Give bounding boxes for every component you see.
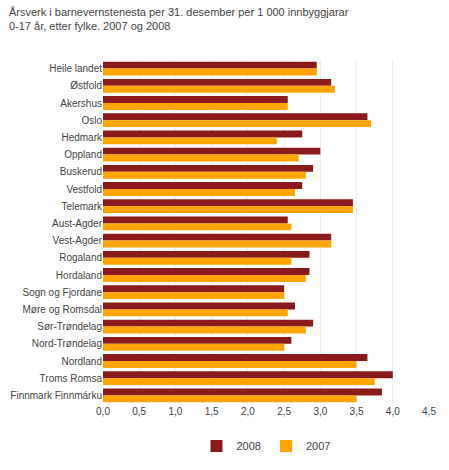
svg-text:2008: 2008 bbox=[237, 440, 261, 452]
svg-text:Sør-Trøndelag: Sør-Trøndelag bbox=[37, 321, 102, 332]
svg-text:Vest-Agder: Vest-Agder bbox=[53, 235, 103, 246]
svg-text:Oppland: Oppland bbox=[64, 149, 102, 160]
svg-text:Akershus: Akershus bbox=[60, 98, 102, 109]
svg-text:Østfold: Østfold bbox=[70, 80, 102, 91]
svg-text:Aust-Agder: Aust-Agder bbox=[52, 218, 103, 229]
svg-text:Telemark: Telemark bbox=[61, 201, 103, 212]
svg-text:4,5: 4,5 bbox=[422, 406, 436, 417]
svg-text:0,5: 0,5 bbox=[132, 406, 146, 417]
svg-text:Troms Romsa: Troms Romsa bbox=[40, 373, 103, 384]
svg-text:Møre og Romsdal: Møre og Romsdal bbox=[23, 304, 102, 315]
svg-text:Sogn og Fjordane: Sogn og Fjordane bbox=[22, 287, 102, 298]
svg-text:Rogaland: Rogaland bbox=[59, 252, 102, 263]
svg-text:Årsverk i barnevernstenesta pe: Årsverk i barnevernstenesta per 31. dese… bbox=[9, 6, 349, 32]
svg-text:2007: 2007 bbox=[306, 440, 330, 452]
svg-text:Hedmark: Hedmark bbox=[61, 132, 103, 143]
svg-text:Finnmark Finnmárku: Finnmark Finnmárku bbox=[10, 390, 102, 401]
svg-text:Heile landet: Heile landet bbox=[49, 63, 102, 74]
svg-text:Nord-Trøndelag: Nord-Trøndelag bbox=[32, 338, 102, 349]
svg-text:2,5: 2,5 bbox=[277, 406, 291, 417]
svg-text:1,5: 1,5 bbox=[205, 406, 219, 417]
svg-text:1,0: 1,0 bbox=[168, 406, 182, 417]
svg-text:3,5: 3,5 bbox=[350, 406, 364, 417]
svg-text:2,0: 2,0 bbox=[241, 406, 255, 417]
svg-text:Hordaland: Hordaland bbox=[56, 270, 102, 281]
svg-text:Nordland: Nordland bbox=[61, 356, 102, 367]
svg-text:0,0: 0,0 bbox=[96, 406, 110, 417]
svg-text:Oslo: Oslo bbox=[81, 115, 102, 126]
svg-text:4,0: 4,0 bbox=[386, 406, 400, 417]
svg-text:Buskerud: Buskerud bbox=[60, 166, 102, 177]
svg-text:3,0: 3,0 bbox=[313, 406, 327, 417]
svg-text:Vestfold: Vestfold bbox=[66, 184, 102, 195]
